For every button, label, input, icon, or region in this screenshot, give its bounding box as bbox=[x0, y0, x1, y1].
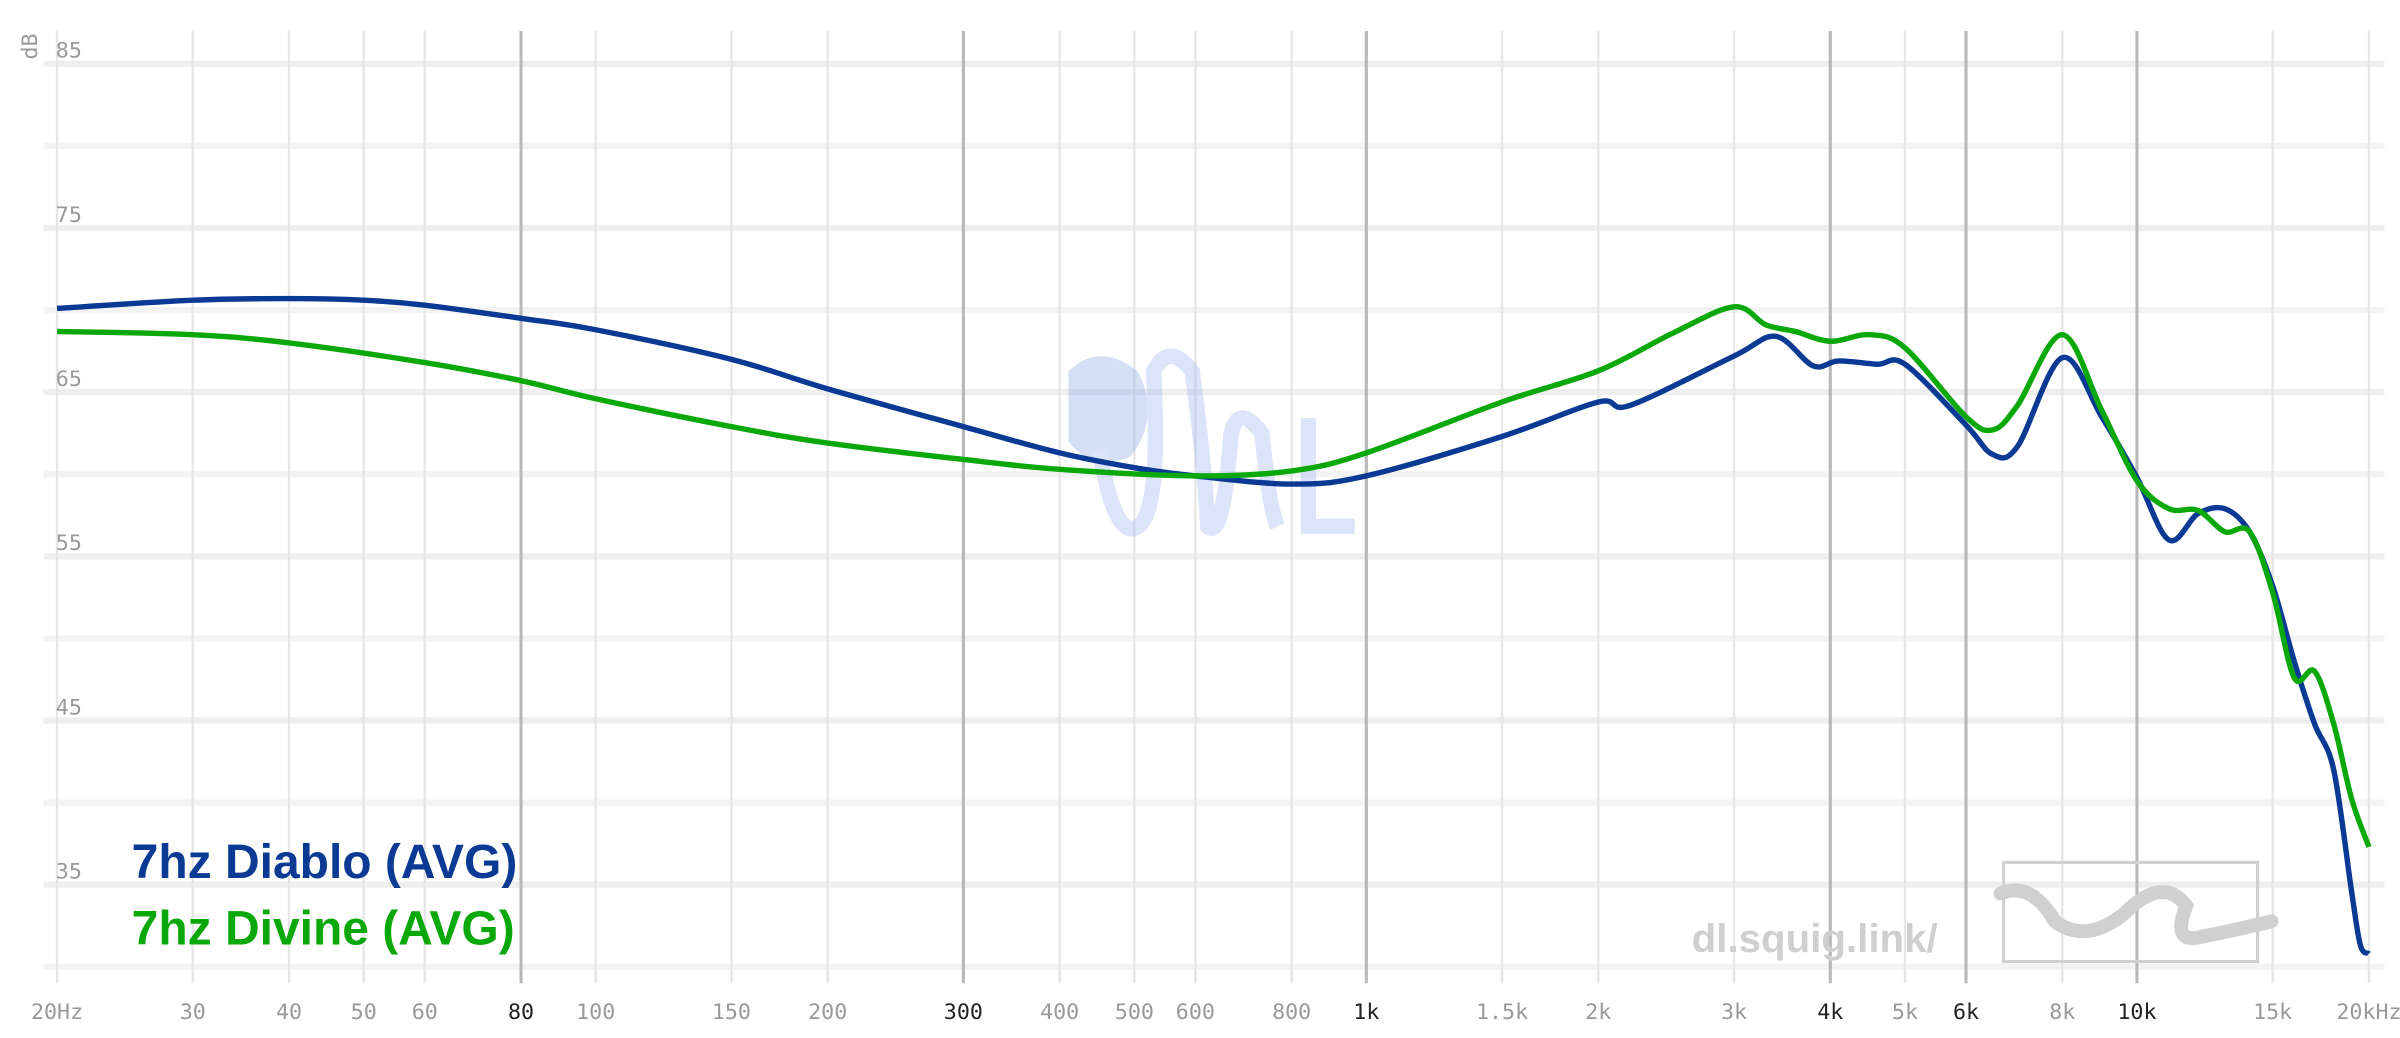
x-tick-label: 500 bbox=[1115, 1000, 1154, 1025]
background-logo bbox=[1068, 348, 1355, 537]
x-tick-label: 300 bbox=[944, 1000, 983, 1025]
logo-shape bbox=[1068, 356, 1149, 462]
legend-entry: 7hz Diablo (AVG) bbox=[132, 836, 518, 889]
x-tick-label: 4k bbox=[1817, 1000, 1843, 1025]
x-tick-label: 20Hz bbox=[31, 1000, 83, 1025]
y-tick-label: 35 bbox=[56, 859, 82, 884]
x-tick-label: 30 bbox=[180, 1000, 206, 1025]
logo-wave bbox=[1300, 418, 1355, 535]
logo-wave bbox=[1091, 348, 1285, 537]
x-tick-label: 10k bbox=[2117, 1000, 2156, 1025]
x-tick-label: 2k bbox=[1585, 1000, 1611, 1025]
x-tick-label: 1k bbox=[1353, 1000, 1379, 1025]
x-tick-label: 8k bbox=[2049, 1000, 2075, 1025]
x-tick-label: 150 bbox=[712, 1000, 751, 1025]
y-tick-label: 85 bbox=[56, 39, 82, 64]
x-tick-label: 15k bbox=[2253, 1000, 2292, 1025]
x-tick-label: 3k bbox=[1721, 1000, 1747, 1025]
y-tick-label: 55 bbox=[56, 531, 82, 556]
plot: 35 45 55 65 75 85 20Hz 30 40 50 60 80 100 150 200 300 40… bbox=[31, 39, 2400, 1025]
x-tick-label: 800 bbox=[1272, 1000, 1311, 1025]
legend-entry: 7hz Divine (AVG) bbox=[132, 902, 515, 955]
x-tick-label: 6k bbox=[1953, 1000, 1979, 1025]
x-tick-label: 50 bbox=[351, 1000, 377, 1025]
y-tick-label: 75 bbox=[56, 203, 82, 228]
watermark-logo bbox=[2002, 860, 2260, 964]
x-tick-label: 200 bbox=[808, 1000, 847, 1025]
x-tick-label: 5k bbox=[1892, 1000, 1918, 1025]
series-line bbox=[56, 304, 2372, 848]
y-axis-label: dB bbox=[18, 33, 43, 59]
grid bbox=[43, 30, 2385, 984]
watermark: dl.squig.link/ bbox=[1692, 916, 1938, 961]
x-tick-label: 40 bbox=[276, 1000, 302, 1025]
y-tick-label: 65 bbox=[56, 367, 82, 392]
x-tick-label: 1.5k bbox=[1476, 1000, 1528, 1025]
x-tick-label: 100 bbox=[576, 1000, 615, 1025]
y-tick-label: 45 bbox=[56, 695, 82, 720]
x-tick-label: 600 bbox=[1176, 1000, 1215, 1025]
x-tick-label: 20kHz bbox=[2336, 1000, 2400, 1025]
x-tick-label: 80 bbox=[508, 1000, 534, 1025]
watermark-squiggle bbox=[1993, 883, 2279, 945]
x-tick-label: 400 bbox=[1040, 1000, 1079, 1025]
x-tick-label: 60 bbox=[412, 1000, 438, 1025]
